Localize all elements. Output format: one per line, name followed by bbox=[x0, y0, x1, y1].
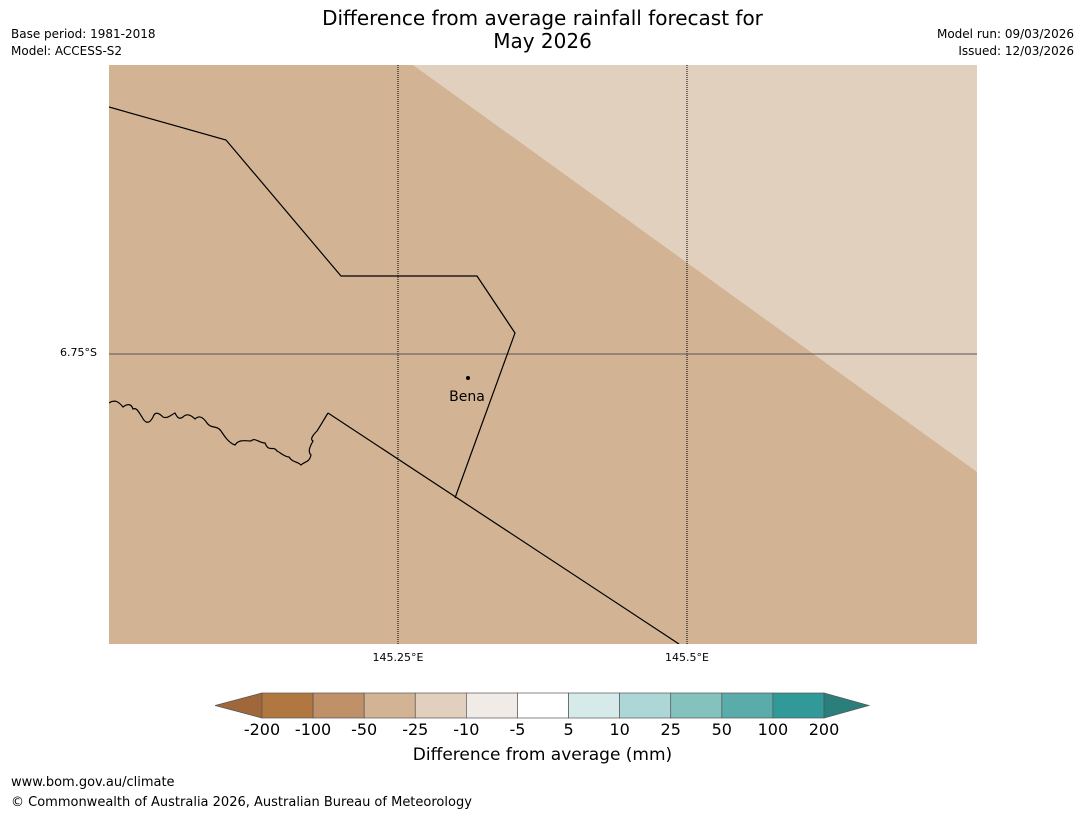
colorbar-box bbox=[670, 692, 723, 719]
colorbar-tick-label: 25 bbox=[660, 720, 681, 739]
base-period: Base period: 1981-2018 bbox=[11, 27, 156, 41]
map-light-band bbox=[413, 65, 977, 472]
title-line-2: May 2026 bbox=[493, 29, 592, 53]
colorbar-box bbox=[568, 692, 620, 719]
province-border-south bbox=[327, 412, 680, 644]
colorbar-box bbox=[517, 692, 569, 719]
model-name: Model: ACCESS-S2 bbox=[11, 44, 123, 58]
colorbar-tick-label: 100 bbox=[757, 720, 789, 739]
place-label-bena: Bena bbox=[449, 389, 485, 405]
colorbar-extend-high bbox=[823, 692, 871, 719]
place-marker-bena[interactable] bbox=[466, 376, 470, 380]
footer-copyright: © Commonwealth of Australia 2026, Austra… bbox=[11, 795, 472, 810]
colorbar-tick-label: 50 bbox=[711, 720, 732, 739]
colorbar-box bbox=[312, 692, 365, 719]
colorbar-box bbox=[772, 692, 825, 719]
colorbar-tick-label: 5 bbox=[563, 720, 574, 739]
colorbar-extend-low bbox=[215, 692, 263, 719]
colorbar-tick-label: -100 bbox=[294, 720, 332, 739]
meta-right: Model run: 09/03/2026 Issued: 12/03/2026 bbox=[937, 26, 1074, 60]
footer-url[interactable]: www.bom.gov.au/climate bbox=[11, 775, 175, 790]
lon-label-145-25: 145.25°E bbox=[372, 651, 424, 664]
lat-label-6-75: 6.75°S bbox=[60, 346, 97, 359]
colorbar-box bbox=[261, 692, 314, 719]
river-line bbox=[109, 400, 329, 466]
colorbar-tick-label: 10 bbox=[609, 720, 630, 739]
model-run: Model run: 09/03/2026 bbox=[936, 27, 1074, 41]
legend-colorbar bbox=[215, 692, 871, 719]
chart-title: Difference from average rainfall forecas… bbox=[0, 7, 1085, 53]
title-line-1: Difference from average rainfall forecas… bbox=[322, 6, 763, 30]
colorbar-box bbox=[619, 692, 672, 719]
meta-left: Base period: 1981-2018 Model: ACCESS-S2 bbox=[11, 26, 156, 60]
map-area[interactable]: Bena bbox=[109, 65, 977, 644]
issued-date: Issued: 12/03/2026 bbox=[958, 44, 1074, 58]
colorbar-box bbox=[466, 692, 518, 719]
colorbar-tick-label: -200 bbox=[243, 720, 281, 739]
province-border bbox=[109, 106, 516, 499]
colorbar-box bbox=[363, 692, 416, 719]
colorbar-tick-label: -25 bbox=[402, 720, 429, 739]
lon-label-145-5: 145.5°E bbox=[665, 651, 709, 664]
colorbar-box bbox=[414, 692, 467, 719]
colorbar-tick-label: -10 bbox=[453, 720, 480, 739]
legend-title: Difference from average (mm) bbox=[412, 745, 673, 765]
colorbar-tick-label: -5 bbox=[509, 720, 526, 739]
colorbar-tick-label: 200 bbox=[808, 720, 840, 739]
colorbar-box bbox=[721, 692, 774, 719]
colorbar-tick-label: -50 bbox=[351, 720, 378, 739]
